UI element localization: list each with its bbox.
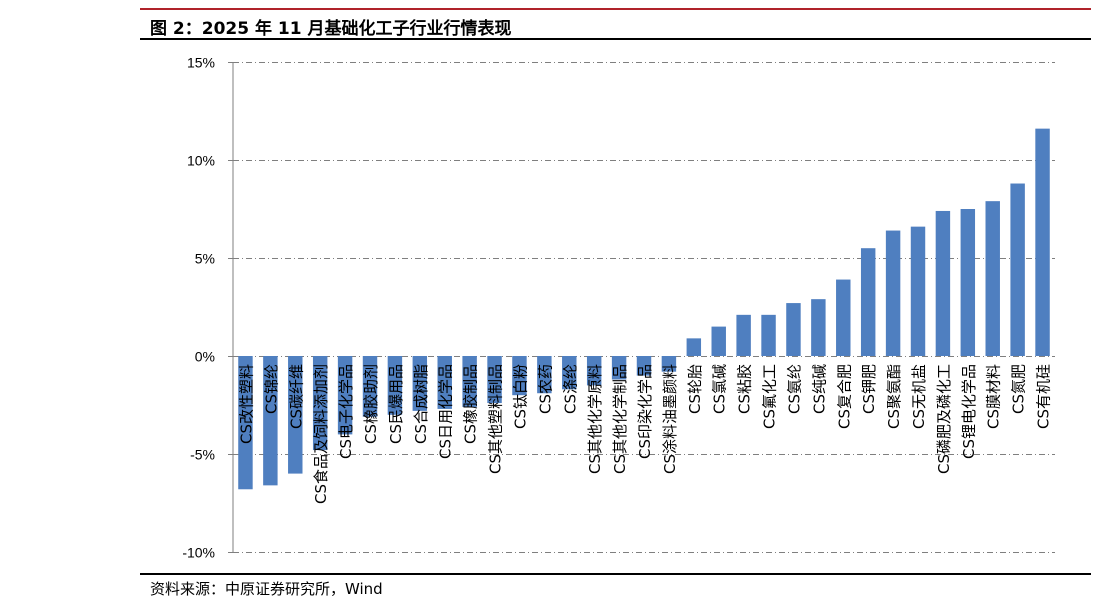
category-label: CS碳纤维 <box>287 364 305 429</box>
category-label: CS磷肥及磷化工 <box>935 364 953 474</box>
bar <box>537 356 552 394</box>
category-label: CS氟化工 <box>761 364 779 429</box>
category-label: CS民爆用品 <box>387 364 405 444</box>
category-label: CS锂电化学品 <box>960 364 978 459</box>
category-label: CS橡胶助剂 <box>362 364 380 444</box>
bar <box>387 356 403 415</box>
category-label: CS氨纶 <box>785 364 803 414</box>
bars <box>238 128 1050 490</box>
category-label: CS其他塑料制品 <box>487 364 505 474</box>
bar <box>412 356 428 411</box>
bar <box>661 356 677 372</box>
bar <box>562 356 577 390</box>
bar <box>288 356 303 474</box>
category-label: CS电子化学品 <box>337 364 355 459</box>
bar <box>686 338 702 356</box>
bar <box>437 356 452 409</box>
category-label: CS膜材料 <box>985 364 1003 429</box>
category-label: CS改性塑料 <box>237 364 255 444</box>
y-tick-label: 15% <box>187 55 215 71</box>
category-labels: CS改性塑料 CS锦纶 CS碳纤维 CS食品及饲料添加剂 CS电子化学品 CS橡胶助剂 CS… <box>237 364 1052 504</box>
category-label: CS钛白粉 <box>511 364 529 429</box>
bar <box>910 226 926 356</box>
y-axis: -10% -5% 0% 5% 10% 15% <box>182 55 234 561</box>
bar <box>935 210 951 356</box>
bar <box>611 356 627 380</box>
figure-title: 图 2：2025 年 11 月基础化工子行业行情表现 <box>150 19 512 39</box>
category-label: CS锦纶 <box>262 364 280 414</box>
category-label: CS复合肥 <box>835 364 853 429</box>
bar <box>836 279 851 356</box>
bar <box>238 356 253 490</box>
bar <box>462 356 477 407</box>
bar-chart: -10% -5% 0% 5% 10% 15% CS改性塑料 CS锦纶 CS碳纤维 CS食品及饲料… <box>182 55 1055 561</box>
category-label: CS无机盐 <box>910 364 928 429</box>
category-label: CS轮胎 <box>686 364 704 414</box>
bar <box>512 356 527 396</box>
top-rule <box>140 8 1091 10</box>
category-label: CS涤纶 <box>561 364 579 414</box>
bar <box>263 356 278 486</box>
bar <box>711 326 726 356</box>
y-tick-label: 5% <box>195 251 215 267</box>
category-label: CS聚氨酯 <box>885 364 903 429</box>
source-note: 资料来源：中原证券研究所，Wind <box>150 580 383 598</box>
bar <box>337 356 353 435</box>
category-label: CS氮肥 <box>1010 364 1028 414</box>
category-label: CS合成树脂 <box>412 364 430 444</box>
y-tick-label: -5% <box>190 447 215 463</box>
bottom-rule <box>140 573 1091 575</box>
category-label: CS氯碱 <box>711 364 729 414</box>
bar <box>1035 128 1050 356</box>
bar <box>885 230 901 356</box>
gridlines <box>233 62 1055 553</box>
category-label: CS食品及饲料添加剂 <box>312 364 330 504</box>
bar <box>860 248 876 356</box>
category-label: CS有机硅 <box>1035 364 1053 429</box>
category-label: CS钾肥 <box>860 364 878 414</box>
bar <box>1010 183 1025 356</box>
bar <box>736 314 751 356</box>
title-rule <box>140 38 1091 40</box>
category-label: CS其他化学原料 <box>586 364 604 474</box>
category-label: CS其他化学制品 <box>611 364 629 474</box>
category-label: CS涂料油墨颜料 <box>661 364 679 474</box>
bar <box>761 314 776 356</box>
bar <box>362 356 378 417</box>
bar <box>312 356 328 451</box>
bar <box>586 356 602 386</box>
bar <box>786 303 801 356</box>
y-tick-label: 0% <box>195 349 215 365</box>
bar <box>636 356 652 376</box>
bar <box>960 209 976 356</box>
bar <box>487 356 502 404</box>
y-tick-label: 10% <box>187 153 215 169</box>
bar <box>811 299 826 356</box>
category-label: CS纯碱 <box>810 364 828 414</box>
category-label: CS农药 <box>536 364 554 414</box>
y-tick-label: -10% <box>182 545 215 561</box>
category-label: CS日用化学品 <box>437 364 455 459</box>
category-label: CS印染化学品 <box>636 364 654 459</box>
bar <box>985 201 1000 356</box>
category-label: CS粘胶 <box>736 364 754 414</box>
category-label: CS橡胶制品 <box>462 364 480 444</box>
